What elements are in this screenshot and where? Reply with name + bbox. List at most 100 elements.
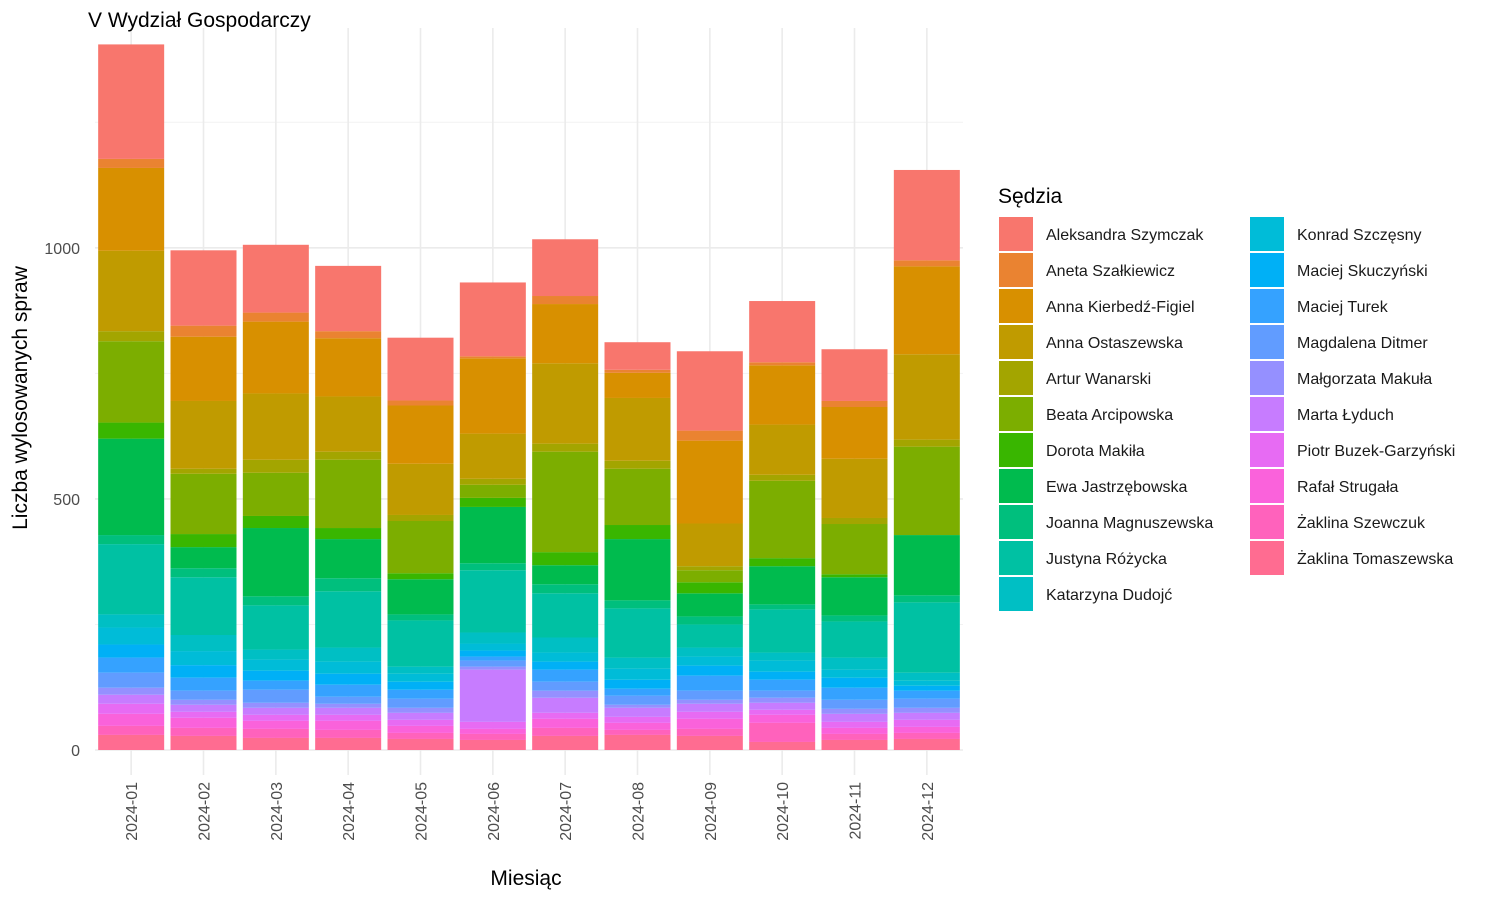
x-tick-label: 2024-05 (414, 782, 431, 841)
bar-segment-dorota-makila (170, 534, 237, 548)
bar-segment-konrad-szczesny (315, 661, 382, 674)
bar-segment-piotr-buzek-garzynski (387, 719, 454, 726)
bar-segment-maciej-skuczynski (459, 650, 526, 657)
y-axis: 0 500 1000 (44, 241, 80, 760)
bar-segment-justyna-rozycka (676, 624, 743, 648)
bar-segment-katarzyna-dudojc (459, 632, 526, 644)
bar-segment-katarzyna-dudojc (532, 637, 599, 653)
bar-segment-konrad-szczesny (821, 669, 888, 678)
bar-segment-anna-ostaszewska (821, 458, 888, 518)
bar-segment-maciej-skuczynski (242, 670, 309, 681)
bar-segment-magdalena-ditmer (676, 690, 743, 700)
legend-label: Maciej Skuczyński (1297, 263, 1428, 280)
bar-segment-malgorzata-makula (532, 690, 599, 698)
legend-label: Marta Łyduch (1297, 407, 1394, 424)
legend-label: Maciej Turek (1297, 299, 1389, 316)
bar-segment-joanna-magnuszewska (749, 604, 816, 610)
bar-segment-anna-kierbedz-figiel (604, 372, 671, 398)
bar-segment-magdalena-ditmer (821, 699, 888, 709)
bar-segment-dorota-makila (387, 573, 454, 580)
legend-item: Anna Ostaszewska (999, 325, 1183, 359)
legend-swatch (1250, 253, 1284, 287)
bar-segment-ewa-jastrzebowska (604, 539, 671, 601)
bar-segment-aleksandra-szymczak (387, 337, 454, 401)
bar-segment-zaklina-szewczuk (98, 725, 165, 735)
bar-segment-aneta-szalkiewicz (604, 369, 671, 373)
bar-segment-anna-kierbedz-figiel (98, 167, 165, 251)
legend-item: Małgorzata Makuła (1250, 361, 1432, 395)
bar-segment-maciej-turek (676, 675, 743, 691)
bar-segment-aneta-szalkiewicz (749, 362, 816, 366)
x-tick-label: 2024-06 (486, 782, 503, 841)
bar-segment-piotr-buzek-garzynski (532, 712, 599, 719)
legend-item: Żaklina Tomaszewska (1250, 541, 1453, 575)
bar-segment-aleksandra-szymczak (532, 239, 599, 297)
bar-segment-zaklina-szewczuk (604, 729, 671, 735)
bar-segment-marta-lyduch (387, 712, 454, 720)
bar-segment-justyna-rozycka (459, 570, 526, 633)
bar-segment-anna-kierbedz-figiel (242, 321, 309, 394)
bar-segment-anna-kierbedz-figiel (387, 405, 454, 464)
bar-segment-artur-wanarski (242, 459, 309, 473)
bar-segment-konrad-szczesny (459, 643, 526, 651)
bar-segment-maciej-skuczynski (387, 681, 454, 690)
bars (98, 44, 960, 750)
x-tick-label: 2024-01 (124, 782, 141, 841)
bar-segment-marta-lyduch (170, 704, 237, 712)
bar-segment-artur-wanarski (532, 443, 599, 452)
bar-segment-zaklina-szewczuk (459, 733, 526, 740)
legend-item: Marta Łyduch (1250, 397, 1394, 431)
legend-item: Maciej Skuczyński (1250, 253, 1428, 287)
x-axis-title: Miesiąc (490, 867, 561, 890)
x-tick-label: 2024-07 (558, 782, 575, 841)
bar-segment-marta-lyduch (749, 702, 816, 710)
x-tick-label: 2024-04 (341, 782, 358, 841)
bar-segment-aleksandra-szymczak (315, 265, 382, 332)
bar-segment-marta-lyduch (98, 694, 165, 704)
y-tick-label: 0 (71, 743, 80, 760)
bar-segment-magdalena-ditmer (893, 698, 960, 708)
bar-segment-zaklina-tomaszewska (749, 741, 816, 750)
bar-segment-joanna-magnuszewska (459, 563, 526, 571)
legend-label: Beata Arcipowska (1046, 407, 1173, 424)
bar-segment-konrad-szczesny (98, 627, 165, 645)
bar-segment-aleksandra-szymczak (749, 301, 816, 363)
bar-segment-aneta-szalkiewicz (387, 400, 454, 406)
bar-segment-anna-ostaszewska (170, 400, 237, 469)
bar-segment-dorota-makila (315, 528, 382, 540)
legend-label: Konrad Szczęsny (1297, 227, 1422, 244)
bar-segment-aleksandra-szymczak (459, 282, 526, 357)
bar-segment-zaklina-tomaszewska (170, 735, 237, 750)
bar-segment-beata-arcipowska (749, 480, 816, 559)
legend-swatch (1250, 361, 1284, 395)
bar-segment-malgorzata-makula (242, 702, 309, 708)
bar-segment-joanna-magnuszewska (98, 535, 165, 545)
legend-swatch (1250, 469, 1284, 503)
bar-segment-maciej-skuczynski (893, 685, 960, 691)
bar-segment-aneta-szalkiewicz (315, 331, 382, 339)
bar-segment-joanna-magnuszewska (387, 614, 454, 621)
bar-segment-ewa-jastrzebowska (532, 565, 599, 585)
bar-segment-dorota-makila (676, 582, 743, 594)
bar-segment-piotr-buzek-garzynski (170, 711, 237, 718)
bar-segment-beata-arcipowska (604, 468, 671, 526)
bar-segment-anna-ostaszewska (676, 523, 743, 567)
bar-segment-zaklina-tomaszewska (387, 738, 454, 750)
bar-segment-maciej-skuczynski (749, 671, 816, 680)
bar-segment-maciej-skuczynski (676, 665, 743, 676)
bar-segment-konrad-szczesny (676, 656, 743, 666)
bar-segment-joanna-magnuszewska (170, 568, 237, 578)
bar-segment-piotr-buzek-garzynski (676, 711, 743, 719)
bar-segment-ewa-jastrzebowska (749, 566, 816, 605)
bar-segment-malgorzata-makula (676, 699, 743, 704)
legend-item: Rafał Strugała (1250, 469, 1398, 503)
legend-label: Piotr Buzek-Garzyński (1297, 443, 1455, 460)
legend-swatch (1250, 433, 1284, 467)
bar-segment-beata-arcipowska (676, 570, 743, 583)
bar-segment-aneta-szalkiewicz (98, 158, 165, 168)
legend: Sędzia Aleksandra Szymczak Aneta Szałkiew… (998, 185, 1455, 611)
legend-title: Sędzia (998, 185, 1063, 208)
bar-segment-rafal-strugala (676, 718, 743, 729)
legend-label: Aneta Szałkiewicz (1046, 263, 1175, 280)
bar-segment-marta-lyduch (821, 713, 888, 722)
